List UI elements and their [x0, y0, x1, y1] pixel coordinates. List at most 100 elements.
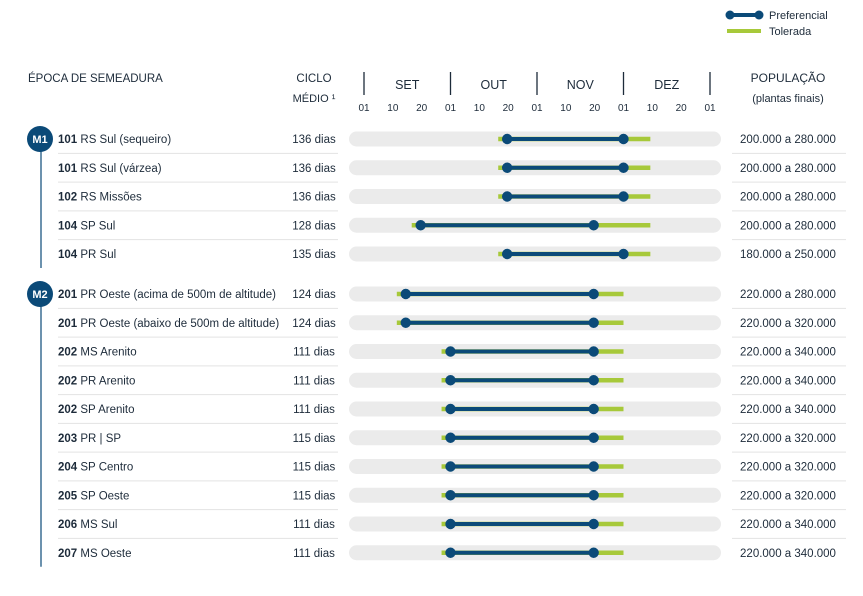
population-value: 220.000 a 340.000: [740, 347, 836, 359]
region-label: 104 PR Sul: [58, 249, 116, 261]
preferred-start-dot: [501, 133, 513, 145]
tick-label: 01: [704, 103, 716, 114]
group-badge: [27, 281, 53, 307]
region-code: 206: [58, 519, 80, 531]
cycle-value: 111 dias: [293, 375, 335, 387]
region-name: PR Oeste (abaixo de 500m de altitude): [80, 318, 279, 330]
preferred-start-dot: [445, 346, 456, 357]
cycle-value: 124 dias: [292, 289, 336, 301]
preferred-end-dot: [618, 191, 629, 202]
tick-label: 10: [647, 103, 659, 114]
population-value: 200.000 a 280.000: [740, 192, 836, 204]
region-code: 102: [58, 192, 80, 204]
preferred-end-dot: [618, 133, 629, 145]
population-value: 220.000 a 340.000: [740, 404, 836, 416]
region-label: 102 RS Missões: [58, 192, 142, 204]
tick-label: 10: [560, 103, 572, 114]
region-name: PR Oeste (acima de 500m de altitude): [80, 289, 276, 301]
preferred-end-dot: [588, 403, 599, 415]
preferred-end-dot: [588, 317, 599, 328]
region-code: 202: [58, 375, 80, 387]
cycle-value: 111 dias: [293, 519, 335, 531]
region-name: SP Centro: [80, 462, 133, 474]
preferred-end-dot: [588, 220, 599, 231]
population-value: 180.000 a 250.000: [740, 249, 836, 261]
preferred-start-dot: [445, 432, 456, 443]
tick-label: 20: [676, 103, 688, 114]
region-name: PR | SP: [80, 433, 121, 445]
region-label: 202 PR Arenito: [58, 375, 135, 387]
population-value: 220.000 a 320.000: [740, 490, 836, 502]
tick-label: 20: [589, 103, 601, 114]
preferred-start-dot: [400, 317, 411, 328]
month-label: OUT: [481, 78, 508, 92]
region-code: 203: [58, 433, 80, 445]
population-value: 200.000 a 280.000: [740, 163, 836, 175]
region-name: SP Sul: [80, 220, 115, 232]
region-code: 205: [58, 490, 80, 502]
region-label: 204 SP Centro: [58, 462, 133, 474]
group-badge-label: M1: [32, 134, 47, 146]
population-value: 220.000 a 340.000: [740, 548, 836, 560]
preferred-end-dot: [588, 346, 599, 357]
region-name: RS Missões: [80, 192, 142, 204]
group-badge-label: M2: [32, 289, 47, 301]
region-label: 202 MS Arenito: [58, 347, 137, 359]
chart-rows: M1 101 RS Sul (sequeiro) 136 dias 200.000 a…: [27, 126, 846, 567]
region-code: 207: [58, 548, 80, 560]
preferred-start-dot: [445, 490, 456, 501]
region-name: MS Arenito: [80, 347, 136, 359]
preferred-end-dot: [588, 518, 599, 530]
preferred-end-dot: [618, 162, 629, 173]
preferred-end-dot: [618, 248, 629, 260]
cycle-value: 111 dias: [293, 347, 335, 359]
region-code: 104: [58, 249, 80, 261]
population-value: 220.000 a 280.000: [740, 289, 836, 301]
group-badge: [27, 126, 53, 152]
preferred-end-dot: [588, 288, 599, 300]
cycle-value: 111 dias: [293, 548, 335, 560]
region-code: 202: [58, 347, 80, 359]
region-label: 101 RS Sul (várzea): [58, 163, 162, 175]
header-cycle: CICLO: [296, 73, 331, 85]
cycle-value: 128 dias: [292, 220, 336, 232]
tick-label: 10: [387, 103, 399, 114]
cycle-value: 135 dias: [292, 249, 336, 261]
cycle-value: 111 dias: [293, 404, 335, 416]
region-code: 201: [58, 318, 80, 330]
cycle-value: 124 dias: [292, 318, 336, 330]
region-label: 206 MS Sul: [58, 519, 117, 531]
preferred-end-dot: [588, 490, 599, 501]
header-cycle-sub: MÉDIO ¹: [293, 92, 336, 105]
header-population: POPULAÇÃO: [751, 71, 826, 85]
legend-preferred-dot: [754, 10, 764, 20]
legend-preferred-label: Preferencial: [769, 10, 828, 22]
legend: Preferencial Tolerada: [725, 10, 828, 38]
population-value: 220.000 a 320.000: [740, 462, 836, 474]
tick-label: 01: [358, 103, 370, 114]
region-code: 204: [58, 462, 80, 474]
region-code: 101: [58, 134, 80, 146]
cycle-value: 136 dias: [292, 134, 336, 146]
population-value: 200.000 a 280.000: [740, 134, 836, 146]
cycle-value: 115 dias: [293, 490, 336, 502]
region-label: 201 PR Oeste (abaixo de 500m de altitude…: [58, 318, 279, 330]
region-label: 203 PR | SP: [58, 433, 121, 445]
preferred-start-dot: [445, 461, 456, 472]
timeline-axis: SET OUT NOV DEZ 01 10 20 01 10 20 01 10 20 01 10 20 01: [358, 72, 716, 114]
preferred-start-dot: [501, 191, 513, 202]
region-code: 101: [58, 163, 80, 175]
cycle-value: 136 dias: [292, 192, 336, 204]
region-label: 205 SP Oeste: [58, 490, 129, 502]
tick-label: 20: [503, 103, 515, 114]
preferred-end-dot: [588, 375, 599, 386]
region-label: 207 MS Oeste: [58, 548, 132, 560]
preferred-end-dot: [588, 461, 599, 472]
region-name: PR Sul: [80, 249, 116, 261]
population-value: 220.000 a 320.000: [740, 318, 836, 330]
tick-label: 20: [416, 103, 428, 114]
population-value: 220.000 a 320.000: [740, 433, 836, 445]
region-code: 201: [58, 289, 80, 301]
preferred-start-dot: [400, 288, 411, 300]
